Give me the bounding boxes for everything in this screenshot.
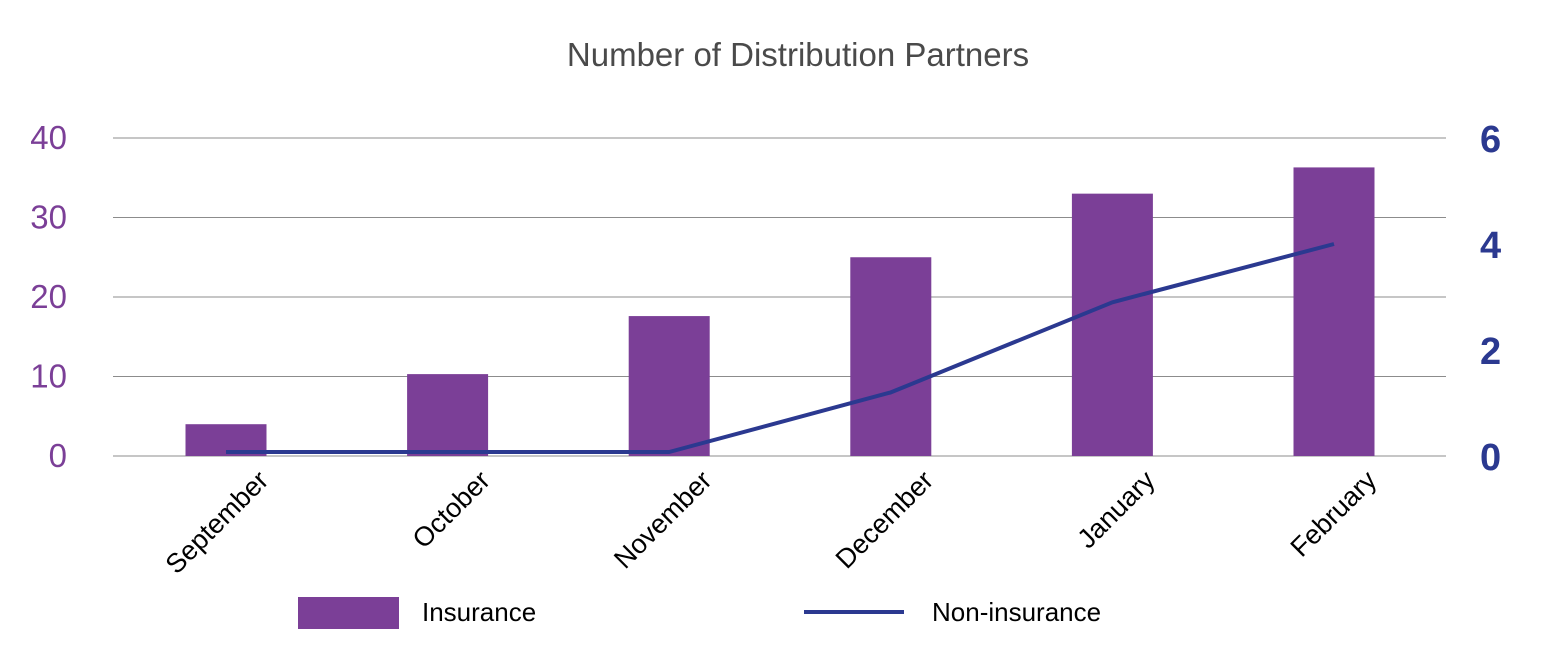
right-tick-label: 2 xyxy=(1480,331,1501,373)
non-insurance-line-layer xyxy=(225,242,1335,454)
category-label-september: September xyxy=(160,465,275,580)
legend-insurance-swatch xyxy=(298,597,399,629)
insurance-bar-december xyxy=(850,257,932,456)
gridlines xyxy=(113,137,1446,457)
x-axis-labels: September October November December January F… xyxy=(160,465,1383,580)
insurance-bar-february xyxy=(1293,167,1375,457)
insurance-bars xyxy=(185,167,1375,457)
category-label-january: January xyxy=(1072,465,1161,554)
left-tick-label: 10 xyxy=(30,358,67,395)
right-tick-label: 0 xyxy=(1480,437,1501,479)
left-tick-label: 0 xyxy=(49,437,67,474)
right-axis-ticks: 0 2 4 6 xyxy=(1480,119,1501,479)
chart-title: Number of Distribution Partners xyxy=(567,36,1029,73)
category-label-november: November xyxy=(608,465,717,574)
category-label-december: December xyxy=(830,465,939,574)
non-insurance-line xyxy=(226,242,1335,454)
legend-insurance-label: Insurance xyxy=(422,597,536,627)
right-tick-label: 4 xyxy=(1480,225,1501,267)
left-tick-label: 20 xyxy=(30,278,67,315)
left-axis-ticks: 0 10 20 30 40 xyxy=(30,119,67,474)
right-tick-label: 6 xyxy=(1480,119,1501,161)
category-label-october: October xyxy=(407,465,496,554)
legend-non-insurance-label: Non-insurance xyxy=(932,597,1101,627)
insurance-bar-november xyxy=(628,316,710,456)
insurance-bar-october xyxy=(407,374,489,456)
legend: Insurance Non-insurance xyxy=(298,597,1101,629)
left-tick-label: 30 xyxy=(30,199,67,236)
category-label-february: February xyxy=(1285,465,1383,563)
left-tick-label: 40 xyxy=(30,119,67,156)
insurance-bar-january xyxy=(1071,193,1153,456)
